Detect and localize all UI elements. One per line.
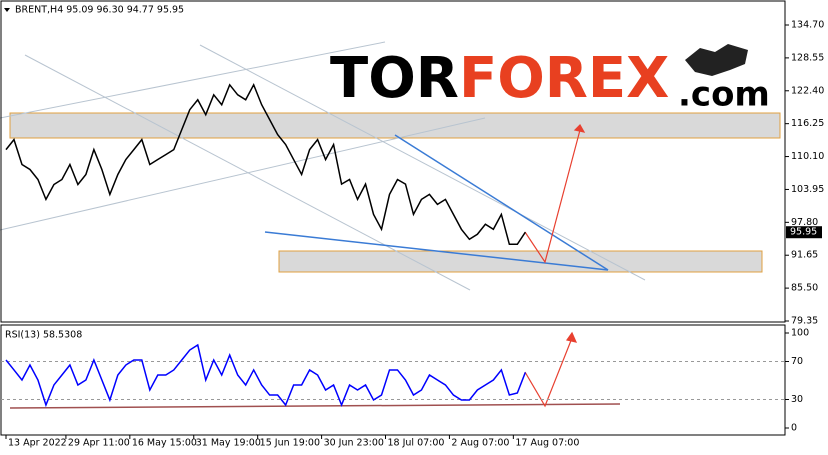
logo-bull [685,44,748,76]
channel-line [0,41,386,119]
arrow-path [524,129,581,264]
channel-line [24,54,471,291]
x-tick-label: 16 May 15:00 [132,438,197,449]
channel-lines [0,41,646,291]
y-tick-label: 128.55 [791,52,824,63]
price-panel [0,0,786,323]
y-tick-label: 103.95 [791,184,824,195]
y-tick-label: 85.50 [791,283,818,294]
x-tick-label: 30 Jun 23:00 [324,438,384,449]
y-tick-label: 110.10 [791,151,824,162]
price-marker-label: 95.95 [790,227,817,238]
price-title: BRENT,H4 95.09 96.30 94.77 95.95 [15,5,184,16]
logo-part: FOREX [459,46,669,111]
trend-line [264,231,609,271]
support-zone [278,250,763,273]
rsi-title: RSI(13) 58.5308 [5,330,82,341]
x-tick-label: 2 Aug 07:00 [451,438,509,449]
x-tick-label: 17 Aug 07:00 [515,438,579,449]
trend-line [394,134,609,271]
channel-line [0,117,486,231]
y-tick-label: 122.40 [791,85,824,96]
forecast-arrows [524,124,586,408]
y-tick-label: 116.25 [791,118,824,129]
rsi-trend-line [9,403,621,409]
y-tick-label: 0 [791,423,797,434]
y-tick-label: 79.35 [791,316,818,327]
series-line [5,343,527,408]
y-tick-label: 30 [791,394,803,405]
logo: TORFOREX [330,46,669,111]
rsi-panel [0,324,786,436]
x-tick-label: 29 Apr 11:00 [68,438,130,449]
x-tick-label: 31 May 19:00 [196,438,261,449]
arrow-head [565,331,578,343]
logo-part: TOR [330,46,459,111]
y-tick-label: 97.80 [791,217,818,228]
trend-lines [9,134,621,409]
series-line [5,83,526,246]
arrow-path [524,337,573,408]
resistance-zone [9,112,781,139]
menu-arrow [4,8,10,12]
x-tick-label: 15 Jun 19:00 [260,438,320,449]
x-tick-label: 13 Apr 2022 [8,438,67,449]
price-marker [786,226,822,239]
logo-suffix: .com [678,75,770,115]
y-tick-label: 100 [791,328,809,339]
x-tick-label: 18 Jul 07:00 [388,438,445,449]
y-tick-label: 134.70 [791,20,824,31]
y-tick-label: 70 [791,356,803,367]
arrow-head [573,124,586,133]
channel-line [199,44,646,281]
y-tick-label: 91.65 [791,250,818,261]
